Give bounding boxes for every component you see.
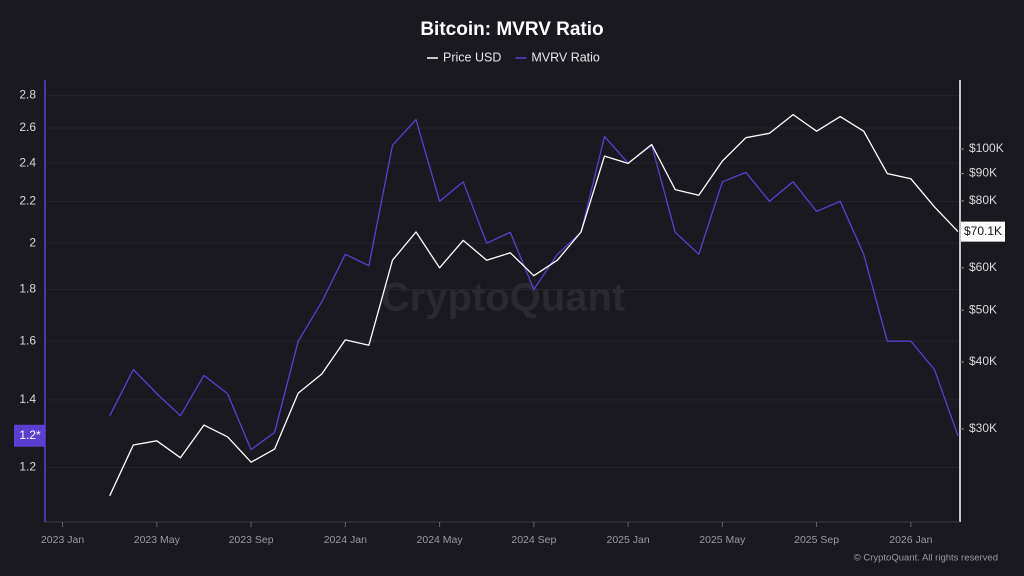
- x-tick-label: 2024 Sep: [511, 534, 556, 546]
- y-tick-label: 1.6: [19, 333, 36, 347]
- x-tick-label: 2025 Jan: [606, 534, 649, 546]
- copyright: © CryptoQuant. All rights reserved: [854, 553, 998, 564]
- last-value-box: [961, 221, 1005, 242]
- y-tick-label: 1.2: [19, 460, 36, 474]
- x-tick-label: 2023 Jan: [41, 534, 84, 546]
- y2-tick-label: $100K: [969, 141, 1004, 155]
- y-tick-label: 2: [29, 235, 36, 249]
- y-tick-label: 2.4: [19, 155, 36, 169]
- last-value-label: 1.2*: [19, 428, 41, 442]
- y-tick-label: 2.6: [19, 120, 36, 134]
- series-line: [109, 113, 959, 497]
- last-value-box: [14, 424, 45, 447]
- y2-tick-label: $80K: [969, 193, 997, 207]
- y-tick-label: 2.2: [19, 193, 36, 207]
- y2-tick-label: $50K: [969, 302, 997, 316]
- legend-label: Price USD: [443, 50, 501, 64]
- x-tick-label: 2025 May: [699, 534, 746, 546]
- x-tick-label: 2024 May: [417, 534, 464, 546]
- y2-tick-label: $40K: [969, 354, 997, 368]
- legend-label: MVRV Ratio: [531, 50, 600, 64]
- chart-title: Bitcoin: MVRV Ratio: [420, 19, 603, 40]
- x-tick-label: 2024 Jan: [324, 534, 367, 546]
- x-tick-label: 2026 Jan: [889, 534, 932, 546]
- x-tick-label: 2025 Sep: [794, 534, 839, 546]
- watermark: CryptoQuant: [381, 276, 625, 320]
- y-tick-label: 1.8: [19, 282, 36, 296]
- y-tick-label: 2.8: [19, 88, 36, 102]
- x-tick-label: 2023 Sep: [229, 534, 274, 546]
- x-tick-label: 2023 May: [134, 534, 181, 546]
- y2-tick-label: $60K: [969, 260, 997, 274]
- y-tick-label: 1.4: [19, 392, 36, 406]
- series-line: [109, 118, 959, 451]
- y2-tick-label: $90K: [969, 166, 997, 180]
- y2-tick-label: $30K: [969, 421, 997, 435]
- last-value-label: $70.1K: [964, 224, 1002, 238]
